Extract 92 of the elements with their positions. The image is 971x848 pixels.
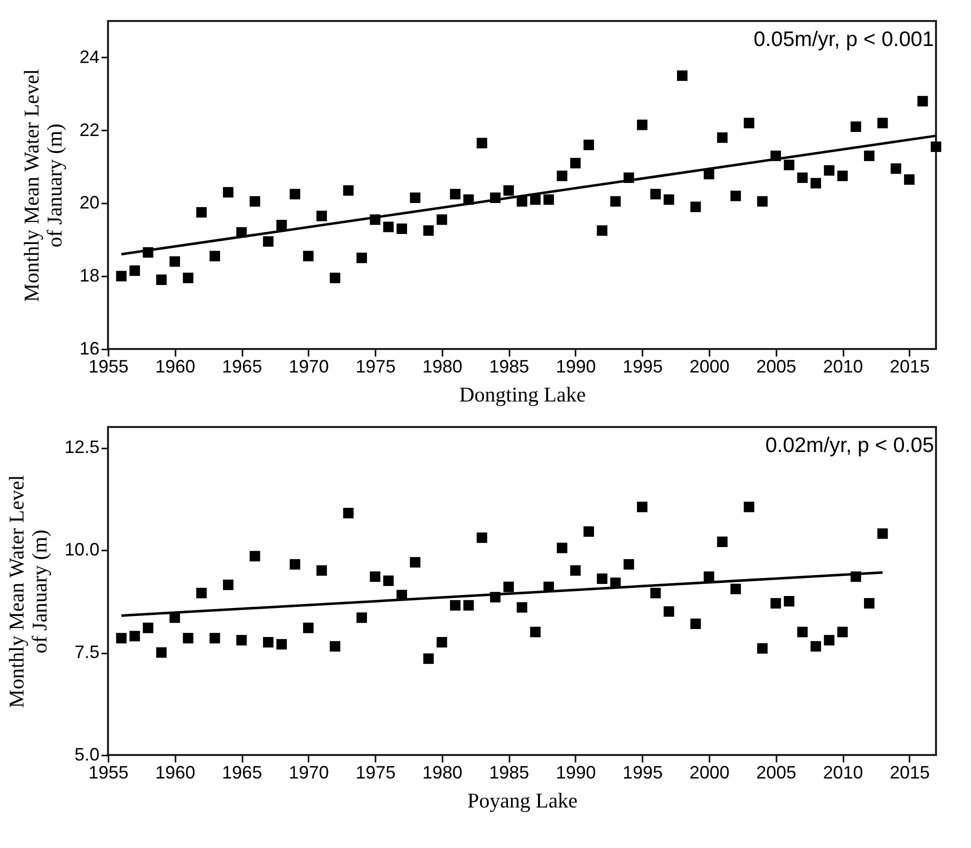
point	[784, 596, 794, 606]
point	[864, 598, 874, 609]
point	[877, 528, 888, 539]
y-tick-label: 12.5	[64, 437, 100, 457]
x-tick-label: 1980	[422, 356, 462, 376]
x-tick-label: 2010	[822, 356, 864, 376]
point	[757, 643, 768, 654]
point	[476, 532, 488, 543]
y-tick-label: 5.0	[74, 744, 100, 764]
point	[650, 588, 661, 598]
point	[516, 602, 528, 613]
point	[810, 641, 822, 652]
point	[717, 536, 728, 548]
x-axis-title: Poyang Lake	[467, 788, 578, 812]
point	[744, 502, 754, 512]
x-tick-label: 1965	[222, 762, 262, 782]
x-tick-label: 1985	[489, 356, 530, 376]
x-tick-label: 1975	[356, 356, 396, 376]
point	[343, 508, 354, 518]
y-tick-label: 10.0	[64, 540, 100, 560]
x-axis-title: Dongting Lake	[459, 382, 586, 406]
x-tick-label: 1995	[622, 762, 663, 782]
y-tick-label: 22	[79, 120, 100, 140]
point	[196, 588, 207, 598]
point	[664, 606, 674, 617]
point	[142, 622, 154, 634]
x-tick-label: 1960	[155, 356, 196, 376]
point	[837, 626, 848, 638]
point	[596, 573, 608, 584]
x-tick-label: 1955	[88, 356, 129, 376]
x-tick-label: 2015	[890, 762, 930, 782]
y-tick-label: 20	[79, 192, 100, 213]
point	[250, 550, 260, 562]
point	[797, 626, 808, 638]
point	[730, 584, 741, 594]
y-tick-label: 24	[79, 46, 100, 67]
x-tick-label: 1970	[288, 356, 329, 376]
point	[423, 653, 434, 664]
x-tick-label: 1995	[622, 356, 663, 376]
annotation: 0.05m/yr, p < 0.001	[754, 28, 934, 51]
point	[370, 571, 380, 582]
x-tick-label: 2000	[689, 356, 730, 376]
point	[383, 576, 394, 586]
y-tick-label: 7.5	[74, 642, 100, 662]
point	[584, 526, 594, 537]
x-tick-label: 1955	[88, 762, 129, 782]
point	[436, 637, 448, 648]
point	[770, 598, 781, 609]
point	[570, 565, 581, 576]
point	[276, 639, 287, 650]
point	[463, 600, 474, 611]
x-tick-label: 1965	[222, 356, 262, 376]
point	[624, 559, 634, 570]
point	[356, 612, 367, 623]
x-tick-label: 1970	[288, 762, 329, 782]
point	[824, 634, 834, 646]
point	[316, 565, 327, 576]
point	[182, 632, 194, 644]
point	[503, 582, 514, 592]
point	[116, 632, 127, 644]
point	[290, 559, 300, 570]
point	[156, 647, 167, 658]
point	[690, 618, 701, 630]
point	[530, 626, 541, 638]
x-tick-label: 1960	[155, 762, 196, 782]
y-axis-title: Monthly Mean Water Level of January (m)	[4, 474, 52, 708]
x-tick-label: 1990	[556, 762, 596, 782]
point	[222, 580, 234, 590]
point	[129, 630, 140, 642]
x-tick-label: 1985	[489, 762, 530, 782]
point	[450, 600, 460, 611]
x-tick-label: 2000	[689, 762, 730, 782]
point	[263, 637, 274, 648]
x-tick-label: 1980	[422, 762, 462, 782]
y-tick-label: 18	[79, 266, 100, 286]
x-tick-label: 1990	[556, 356, 596, 376]
point	[303, 622, 314, 634]
point	[236, 634, 247, 646]
x-tick-label: 2010	[822, 762, 864, 782]
x-tick-label: 2005	[756, 762, 796, 782]
x-tick-label: 2015	[890, 356, 930, 376]
point	[556, 542, 568, 554]
point	[410, 557, 420, 568]
annotation: 0.02m/yr, p < 0.05	[765, 434, 934, 457]
point	[636, 502, 648, 512]
x-tick-label: 1975	[356, 762, 396, 782]
point	[210, 632, 220, 644]
point	[330, 641, 340, 652]
point	[704, 571, 714, 582]
x-tick-label: 2005	[756, 356, 796, 376]
y-tick-label: 16	[79, 338, 100, 358]
y-axis-title: Monthly Mean Water Level of January (m)	[19, 68, 66, 302]
